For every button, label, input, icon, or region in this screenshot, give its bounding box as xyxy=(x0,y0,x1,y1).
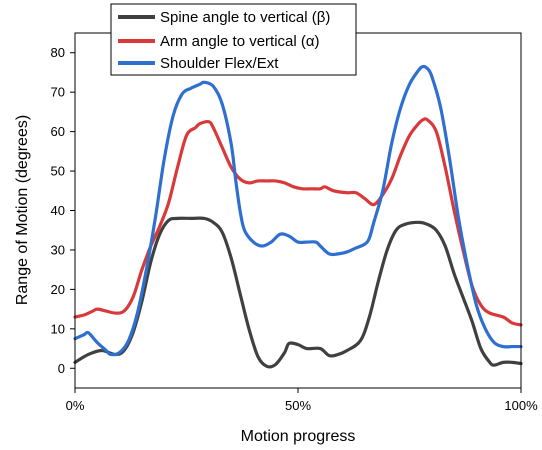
x-axis-title: Motion progress xyxy=(241,428,356,445)
y-tick-label: 80 xyxy=(51,45,65,60)
y-tick-label: 20 xyxy=(51,282,65,297)
series-lines xyxy=(75,66,521,366)
y-tick-label: 40 xyxy=(51,203,65,218)
y-tick-label: 30 xyxy=(51,242,65,257)
x-tick-label: 100% xyxy=(504,398,538,413)
legend: Spine angle to vertical (β) Arm angle to… xyxy=(111,4,356,75)
y-tick-label: 60 xyxy=(51,124,65,139)
x-tick-label: 0% xyxy=(66,398,85,413)
legend-label-spine: Spine angle to vertical (β) xyxy=(160,9,330,26)
y-tick-label: 50 xyxy=(51,164,65,179)
y-tick-label: 10 xyxy=(51,321,65,336)
axis-ticks: 0 10 20 30 40 50 60 70 80 0% 50% 100% xyxy=(51,45,539,413)
y-axis-title: Range of Motion (degrees) xyxy=(14,115,31,305)
y-tick-label: 0 xyxy=(58,361,65,376)
x-tick-label: 50% xyxy=(285,398,311,413)
legend-label-arm: Arm angle to vertical (α) xyxy=(160,33,320,50)
y-tick-label: 70 xyxy=(51,85,65,100)
legend-label-shoulder: Shoulder Flex/Ext xyxy=(160,55,279,72)
